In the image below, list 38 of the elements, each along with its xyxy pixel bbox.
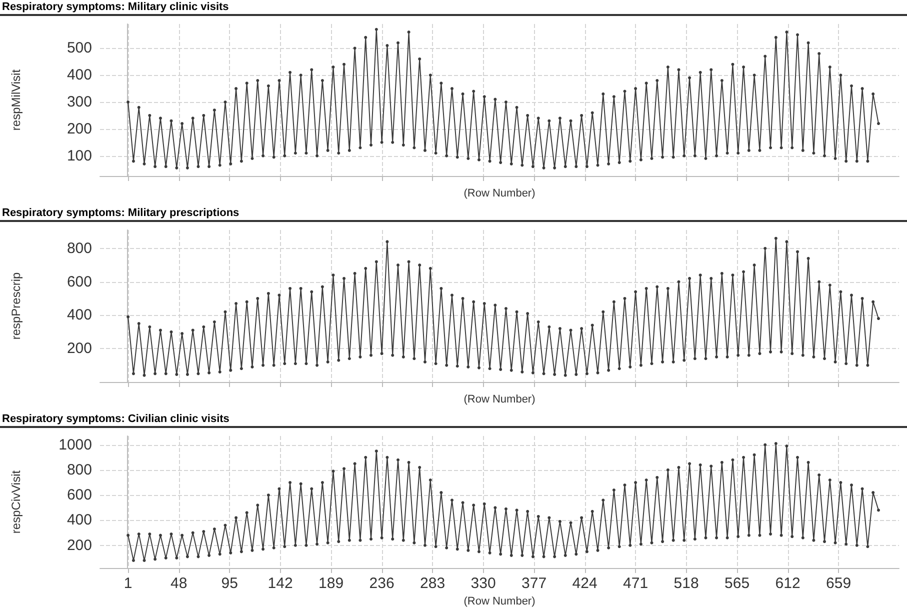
y-tick-label: 600 — [66, 273, 92, 290]
chart-title: Respiratory symptoms: Military clinic visits — [0, 0, 907, 16]
x-tick-label: 283 — [420, 575, 446, 592]
y-tick-label: 400 — [66, 66, 92, 84]
y-axis-title: respMilVisit — [9, 68, 23, 131]
y-tick-label: 100 — [66, 147, 92, 164]
x-tick-label: 330 — [470, 575, 496, 592]
y-tick-label: 800 — [66, 461, 92, 478]
x-tick-label: 518 — [674, 575, 699, 592]
y-tick-label: 500 — [66, 40, 92, 57]
y-tick-label: 600 — [66, 486, 92, 504]
y-tick-label: 200 — [66, 120, 92, 138]
y-tick-label: 400 — [66, 306, 92, 324]
x-tick-label: 236 — [369, 575, 394, 592]
x-axis-title: (Row Number) — [464, 394, 536, 406]
x-tick-label: 471 — [623, 575, 648, 592]
x-tick-label: 189 — [318, 575, 344, 592]
y-tick-label: 200 — [66, 340, 92, 358]
x-tick-label: 48 — [170, 575, 188, 592]
x-axis-title: (Row Number) — [464, 188, 536, 200]
x-tick-label: 95 — [221, 575, 238, 592]
x-tick-label: 424 — [572, 575, 598, 592]
y-axis-title: respPrescrip — [9, 272, 23, 340]
x-tick-label: 565 — [724, 575, 750, 592]
y-tick-label: 300 — [66, 94, 92, 111]
chart-title: Respiratory symptoms: Military prescriptions — [0, 206, 907, 222]
y-tick-label: 800 — [66, 240, 92, 257]
y-tick-label: 200 — [66, 536, 92, 554]
x-tick-label: 1 — [124, 575, 132, 592]
y-tick-label: 1000 — [58, 436, 92, 454]
x-tick-label: 659 — [826, 575, 852, 592]
y-tick-label: 400 — [66, 512, 92, 529]
x-tick-label: 142 — [268, 575, 293, 592]
x-axis-title: (Row Number) — [464, 596, 536, 608]
chart-title: Respiratory symptoms: Civilian clinic visits — [0, 412, 907, 428]
x-tick-label: 377 — [522, 575, 547, 592]
y-axis-title: respCivVisit — [9, 470, 23, 534]
x-tick-label: 612 — [775, 575, 800, 592]
